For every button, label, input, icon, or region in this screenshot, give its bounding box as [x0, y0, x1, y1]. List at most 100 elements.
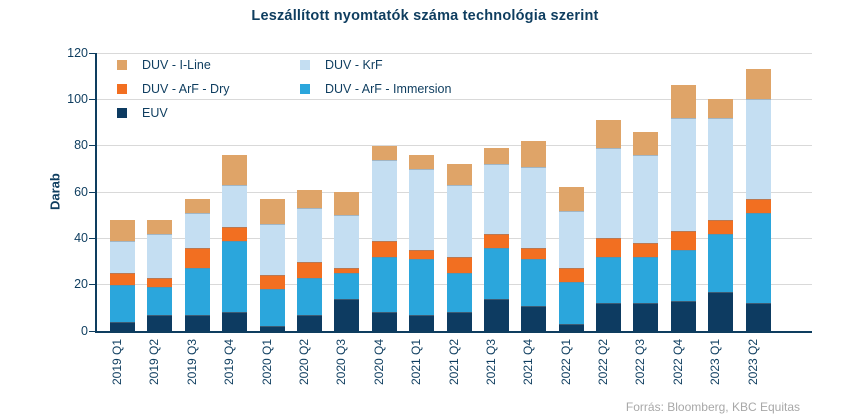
- y-tick-mark: [89, 191, 95, 193]
- bar-segment-duv-i-line: [745, 69, 771, 100]
- bar-2021-q2: 2021 Q2: [446, 164, 472, 385]
- bar-segment-duv-krf: [371, 159, 397, 241]
- bar-2022-q1: 2022 Q1: [558, 187, 584, 385]
- bar-segment-duv-i-line: [633, 131, 659, 155]
- y-tick-mark: [89, 284, 95, 286]
- bar-segment-euv: [633, 303, 659, 331]
- bar-2022-q4: 2022 Q4: [670, 85, 696, 385]
- bar-segment-duv-arf-dry: [296, 261, 322, 278]
- bar-segment-duv-arf-immersion: [222, 240, 248, 313]
- bar-2021-q1: 2021 Q1: [409, 154, 435, 385]
- bar-segment-duv-krf: [184, 212, 210, 248]
- bar-segment-duv-krf: [633, 154, 659, 243]
- bar-2020-q4: 2020 Q4: [371, 145, 397, 385]
- bar-segment-duv-arf-dry: [371, 240, 397, 257]
- bar-segment-duv-arf-immersion: [184, 268, 210, 315]
- legend-label: EUV: [142, 106, 168, 120]
- bar-segment-duv-i-line: [670, 85, 696, 118]
- plot-area: 0 20 40 60 80 100 120 2019 Q1 2019 Q2 2019 Q3 2019…: [67, 46, 812, 385]
- bar-segment-euv: [483, 298, 509, 331]
- legend: DUV - I-Line DUV - KrF DUV - ArF - Dry DUV …: [117, 58, 451, 120]
- bar-segment-euv: [110, 321, 135, 331]
- x-axis-label: 2020 Q1: [259, 339, 274, 386]
- x-axis-label: 2019 Q3: [184, 339, 199, 386]
- x-axis-label: 2019 Q4: [222, 339, 237, 386]
- y-tick-label-40: 40: [74, 230, 88, 245]
- bar-segment-duv-i-line: [259, 199, 285, 225]
- bar-segment-duv-arf-dry: [708, 219, 734, 234]
- bar-segment-duv-i-line: [558, 187, 584, 211]
- bar-segment-duv-krf: [259, 224, 285, 276]
- legend-label: DUV - KrF: [325, 58, 383, 72]
- x-axis-label: 2021 Q3: [483, 339, 498, 386]
- bar-segment-euv: [147, 314, 173, 331]
- bar-segment-duv-i-line: [446, 164, 472, 186]
- bar-2019-q3: 2019 Q3: [184, 198, 210, 385]
- y-tick-label-100: 100: [67, 91, 88, 106]
- bar-segment-duv-arf-dry: [147, 277, 173, 287]
- bar-segment-duv-arf-immersion: [483, 247, 509, 299]
- bar-segment-duv-krf: [334, 215, 360, 269]
- bar-2019-q2: 2019 Q2: [147, 219, 173, 385]
- bar-2022-q2: 2022 Q2: [596, 120, 622, 385]
- bar-segment-duv-arf-immersion: [708, 233, 734, 292]
- bar-segment-duv-arf-immersion: [633, 256, 659, 304]
- bar-series: 2019 Q1 2019 Q2 2019 Q3 2019 Q4 2020 Q1 2020 …: [97, 53, 812, 385]
- x-axis-label: 2021 Q4: [521, 339, 536, 386]
- legend-swatch-icon: [117, 60, 127, 70]
- x-axis-label: 2022 Q2: [596, 339, 611, 386]
- bar-segment-duv-krf: [222, 185, 248, 227]
- bar-segment-duv-arf-dry: [745, 198, 771, 213]
- bar-segment-duv-i-line: [222, 154, 248, 186]
- bar-segment-duv-arf-immersion: [110, 284, 135, 322]
- bar-segment-euv: [708, 291, 734, 331]
- bar-2019-q4: 2019 Q4: [222, 154, 248, 385]
- bar-segment-duv-i-line: [521, 141, 547, 167]
- bar-2022-q3: 2022 Q3: [633, 131, 659, 385]
- y-tick-mark: [89, 52, 95, 54]
- bar-segment-duv-krf: [596, 148, 622, 239]
- bar-2020-q2: 2020 Q2: [296, 189, 322, 385]
- bar-segment-duv-i-line: [184, 198, 210, 213]
- x-axis-label: 2022 Q4: [670, 339, 685, 386]
- bar-segment-duv-krf: [745, 99, 771, 199]
- source-note: Forrás: Bloomberg, KBC Equitas: [625, 400, 800, 414]
- bar-segment-duv-arf-immersion: [558, 282, 584, 325]
- bar-segment-euv: [222, 312, 248, 331]
- bar-segment-euv: [521, 305, 547, 331]
- bar-segment-duv-arf-immersion: [446, 273, 472, 313]
- x-axis-label: 2019 Q2: [147, 339, 162, 386]
- bar-2023-q1: 2023 Q1: [708, 99, 734, 385]
- bar-segment-euv: [371, 312, 397, 331]
- bar-segment-duv-arf-immersion: [296, 277, 322, 315]
- bar-segment-euv: [596, 303, 622, 331]
- bar-segment-duv-arf-immersion: [259, 289, 285, 327]
- bar-2019-q1: 2019 Q1: [110, 219, 135, 385]
- bar-segment-duv-i-line: [708, 99, 734, 118]
- bar-segment-euv: [296, 314, 322, 331]
- legend-label: DUV - ArF - Dry: [142, 82, 230, 96]
- bar-segment-duv-krf: [296, 208, 322, 262]
- bar-segment-duv-i-line: [147, 219, 173, 234]
- x-axis-label: 2019 Q1: [110, 339, 124, 386]
- bar-segment-euv: [409, 314, 435, 331]
- legend-label: DUV - I-Line: [142, 58, 211, 72]
- bar-segment-duv-i-line: [371, 145, 397, 160]
- bar-segment-euv: [259, 326, 285, 331]
- legend-item-duv-krf: DUV - KrF: [300, 58, 451, 72]
- bar-segment-duv-krf: [409, 168, 435, 250]
- legend-item-duv-i-line: DUV - I-Line: [117, 58, 300, 72]
- bar-segment-duv-krf: [521, 166, 547, 248]
- bar-segment-duv-i-line: [110, 219, 135, 241]
- gridline-80: [97, 145, 812, 147]
- y-tick-label-120: 120: [67, 45, 88, 60]
- x-axis-label: 2021 Q2: [446, 339, 461, 386]
- bar-segment-duv-krf: [147, 233, 173, 278]
- bar-2023-q2: 2023 Q2: [745, 69, 771, 385]
- bar-segment-euv: [670, 300, 696, 331]
- x-axis-label: 2020 Q2: [296, 339, 311, 386]
- bar-segment-duv-arf-dry: [596, 238, 622, 257]
- chart-title: Leszállított nyomtatók száma technológia…: [251, 8, 599, 24]
- bar-segment-duv-arf-dry: [670, 231, 696, 250]
- x-axis-label: 2021 Q1: [409, 339, 424, 386]
